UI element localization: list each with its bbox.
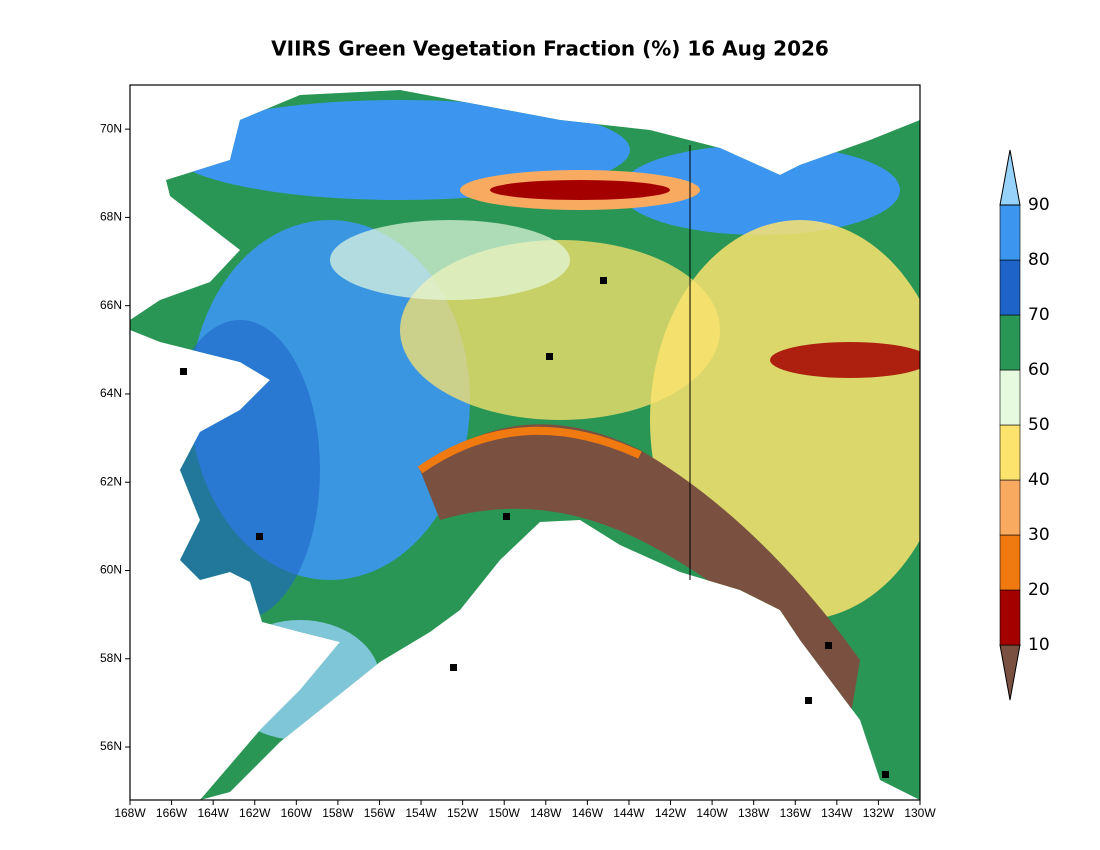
- colorbar-band: [999, 204, 1021, 261]
- x-tick-label: 140W: [696, 806, 728, 820]
- y-tick-label: 58N: [100, 651, 122, 665]
- colorbar-label: 20: [1028, 580, 1050, 600]
- colorbar-band: [999, 314, 1021, 371]
- y-tick-label: 60N: [100, 563, 122, 577]
- map-frame: [129, 84, 921, 801]
- x-tick-label: 148W: [530, 806, 562, 820]
- x-tick-label: 156W: [364, 806, 396, 820]
- colorbar-band: [999, 369, 1021, 426]
- colorbar-label: 30: [1028, 525, 1050, 545]
- colorbar-label: 10: [1028, 635, 1050, 655]
- vegetation-field: [130, 90, 920, 800]
- colorbar-band: [999, 424, 1021, 481]
- colorbar-label: 90: [1028, 195, 1050, 215]
- colorbar-label: 60: [1028, 360, 1050, 380]
- colorbar: 10 20 30 40 50 60 70 80 90: [999, 149, 1050, 701]
- colorbar-label: 50: [1028, 415, 1050, 435]
- colorbar-band: [999, 534, 1021, 591]
- x-tick-label: 162W: [239, 806, 271, 820]
- colorbar-band: [999, 589, 1021, 646]
- y-tick-label: 68N: [100, 210, 122, 224]
- colorbar-label: 40: [1028, 470, 1050, 490]
- colorbar-label: 70: [1028, 305, 1050, 325]
- x-tick-label: 138W: [738, 806, 770, 820]
- x-tick-label: 132W: [863, 806, 895, 820]
- colorbar-label: 80: [1028, 250, 1050, 270]
- x-tick-label: 168W: [114, 806, 146, 820]
- x-tick-label: 150W: [489, 806, 521, 820]
- x-tick-label: 164W: [197, 806, 229, 820]
- colorbar-band: [999, 259, 1021, 316]
- x-tick-label: 130W: [904, 806, 936, 820]
- map-title: VIIRS Green Vegetation Fraction (%) 16 A…: [271, 37, 829, 61]
- x-tick-label: 160W: [281, 806, 313, 820]
- colorbar-under: [999, 644, 1021, 701]
- x-tick-label: 144W: [613, 806, 645, 820]
- city-markers: [180, 277, 889, 778]
- x-tick-label: 158W: [322, 806, 354, 820]
- x-tick-label: 152W: [447, 806, 479, 820]
- y-tick-label: 70N: [100, 121, 122, 135]
- colorbar-over: [999, 149, 1021, 206]
- x-tick-label: 166W: [156, 806, 188, 820]
- y-tick-label: 62N: [100, 474, 122, 488]
- y-tick-label: 66N: [100, 298, 122, 312]
- x-tick-label: 154W: [405, 806, 437, 820]
- y-tick-label: 64N: [100, 386, 122, 400]
- x-tick-label: 142W: [655, 806, 687, 820]
- x-tick-label: 134W: [821, 806, 853, 820]
- y-tick-label: 56N: [100, 739, 122, 753]
- colorbar-band: [999, 479, 1021, 536]
- x-tick-label: 136W: [780, 806, 812, 820]
- x-tick-label: 146W: [572, 806, 604, 820]
